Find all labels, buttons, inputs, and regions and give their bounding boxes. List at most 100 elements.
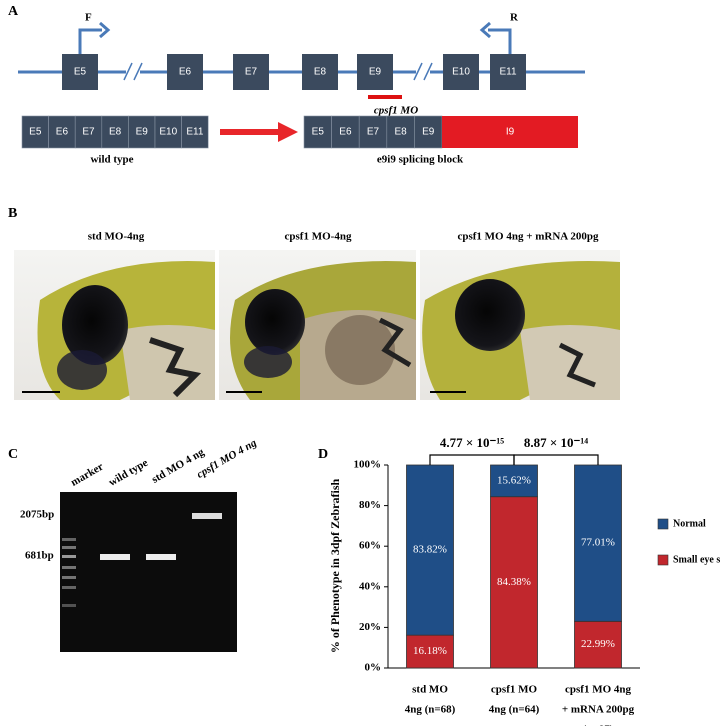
exon-label: E9 [136,127,149,138]
significance-bracket [513,454,599,465]
exon-box [490,54,526,90]
exon-label: E11 [499,67,516,78]
morpholino-bar [368,95,402,99]
size-label: 681bp [25,550,54,562]
exon-box [358,115,388,149]
break-marks [123,62,433,82]
exon-box [357,54,393,90]
lane-label: marker [69,461,106,489]
chart: 0% 20% 40% 60% 80% 100% 16.18% 83.82% std MO 4ng … [354,435,720,726]
exon-box [386,115,415,149]
significance-label: 4.77 × 10⁻¹⁵ [440,435,504,450]
exon-label: E9 [369,67,382,78]
morpholino-label: cpsf1 MO [374,105,418,117]
lane-label: wild type [107,457,150,489]
exon-label: E6 [56,127,69,138]
x-tick-label: cpsf1 MO [491,684,538,696]
exon-label: E9 [422,127,435,138]
y-tick-label: 0% [365,662,382,674]
reverse-primer-arrow [488,28,512,54]
exon-label: E6 [179,67,192,78]
transcript: E5 E6 E7 E8 E9 [303,115,443,149]
significance-bracket [429,454,515,465]
exon-label: E10 [452,67,470,78]
transcript: E5 E6 E7 E8 E9 E10 E11 [21,115,209,149]
legend-swatch [657,518,669,530]
bar-segment [406,464,454,636]
primer-label: R [510,12,519,24]
significance-label: 8.87 × 10⁻¹⁴ [524,435,588,450]
exon-box [21,115,49,149]
exon-box [443,54,479,90]
exon-label: E8 [394,127,407,138]
x-tick-label: + mRNA 200pg [562,704,635,716]
arrowhead [479,21,491,39]
panel-label: D [318,447,328,462]
exon-box [303,115,332,149]
size-label: 2075bp [20,509,54,521]
value-label: 84.38% [497,576,531,588]
lane-label: cpsf1 MO 4 ng [195,437,259,481]
arrowhead [99,21,111,39]
bar-segment [490,464,538,498]
y-tick-label: 60% [359,540,381,552]
transcript-label: wild type [90,154,133,166]
bar-segment [574,464,622,622]
x-tick-label: (n=87) [583,724,614,726]
panel-label: A [8,4,19,19]
exon-box [181,115,209,149]
exon-label: E7 [367,127,380,138]
exon-label: E5 [74,67,87,78]
y-axis-label: % of Phenotype in 3dpf Zebrafish [328,479,342,654]
value-label: 83.82% [413,544,447,556]
exon-label: E8 [109,127,122,138]
exon-box [167,54,203,90]
exon-box [62,54,98,90]
exon-box [233,54,269,90]
exon-label: E8 [314,67,327,78]
intron-box [442,116,578,148]
exon-box [331,115,360,149]
transcript-label: e9i9 splicing block [377,154,464,166]
x-tick-label: 4ng (n=68) [405,704,456,716]
exon-label: E11 [186,127,203,138]
x-tick-label: std MO [412,684,448,696]
exon-label: E5 [29,127,42,138]
x-tick-label: 4ng (n=64) [489,704,540,716]
image-title: std MO-4ng [88,231,145,243]
bar-segment [490,496,538,669]
exon-box [154,115,182,149]
gel-bands [62,513,222,607]
exon-label: E6 [339,127,352,138]
panel-label: B [8,206,17,221]
y-tick-label: 100% [354,459,382,471]
value-label: 77.01% [581,537,615,549]
exon-box [101,115,129,149]
legend-label: Small eye size [673,554,720,565]
image-title: cpsf1 MO-4ng [285,231,352,243]
x-tick-label: cpsf1 MO 4ng [565,684,632,696]
y-tick-label: 80% [359,499,381,511]
value-label: 15.62% [497,474,531,486]
forward-primer-arrow [78,28,102,54]
exon-label: E10 [159,127,177,138]
value-label: 22.99% [581,638,615,650]
exon-label: E7 [245,67,258,78]
legend-label: Normal [673,518,706,529]
y-tick-label: 40% [359,580,381,592]
exon-box [48,115,76,149]
gene-exons: E5 E6 E7 E8 E9 E10 E11 [62,54,526,90]
legend-swatch [657,554,669,566]
exon-label: E5 [312,127,325,138]
micrograph [420,250,620,400]
y-tick-label: 20% [359,621,381,633]
value-label: 16.18% [413,645,447,657]
arrowhead [278,122,298,142]
exon-box [128,115,156,149]
exon-label: E7 [82,127,95,138]
lane-label: std MO 4 ng [150,446,207,486]
intron-label: I9 [506,127,515,138]
panel-label: C [8,447,18,462]
